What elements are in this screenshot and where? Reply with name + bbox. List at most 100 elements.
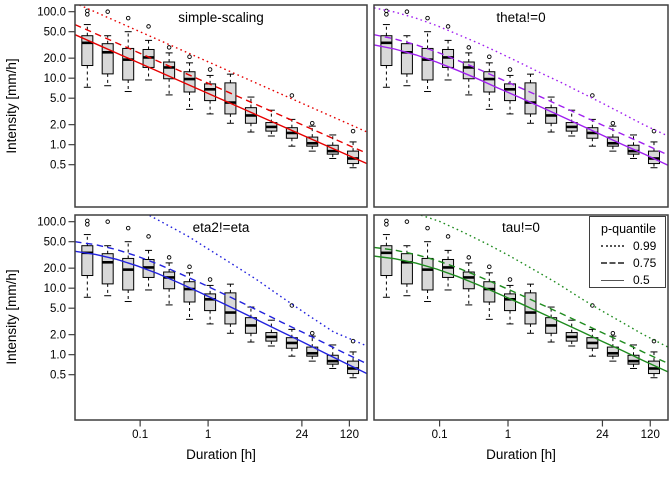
y-tick-label: 20.0	[44, 263, 66, 275]
panel-frame	[74, 214, 368, 421]
quantile-curve-0.5	[75, 34, 367, 165]
y-tick-label: 50.0	[44, 27, 66, 39]
quantile-curves	[374, 215, 668, 373]
boxplot	[306, 120, 319, 152]
dashed-line-sample-icon	[601, 262, 624, 264]
y-tick-label: 5.0	[50, 93, 66, 105]
outlier-point	[207, 277, 213, 282]
boxplot	[347, 338, 360, 379]
boxplot	[183, 264, 196, 320]
boxplot	[586, 303, 599, 357]
boxplot	[224, 73, 237, 124]
quantile-curve-0.99	[147, 215, 367, 347]
x-tick-label: 24	[596, 429, 609, 441]
outlier-point	[105, 219, 110, 224]
plot-area-eta2!=eta	[75, 215, 367, 379]
boxplot	[285, 303, 298, 357]
boxplot	[265, 109, 278, 137]
legend-label: 0.75	[633, 256, 657, 270]
plot-area-theta!=0	[374, 7, 668, 169]
boxplot	[380, 218, 393, 298]
boxplot	[265, 319, 278, 347]
x-tick-label: 120	[641, 429, 660, 441]
outlier-point	[146, 234, 151, 239]
quantile-curves	[75, 215, 367, 375]
y-tick-label: 2.0	[50, 120, 66, 132]
outlier-point	[445, 24, 451, 29]
legend: p-quantile 0.99 0.75 0.5	[589, 216, 666, 288]
x-tick-label: 1	[505, 429, 511, 441]
panel-title-simple-scaling: simple-scaling	[178, 10, 264, 25]
boxplot	[163, 45, 176, 96]
x-axis-title-left: Duration [h]	[186, 447, 256, 462]
boxplot	[142, 24, 155, 81]
quantile-curves	[374, 7, 668, 166]
x-axis-ticks: 0.1 1 24 120	[132, 420, 359, 441]
boxplot	[204, 67, 217, 115]
outlier-point	[125, 225, 131, 231]
y-tick-label: 2.0	[50, 330, 66, 342]
boxplot	[606, 120, 619, 152]
boxplot	[442, 24, 455, 81]
dotted-line-sample-icon	[601, 245, 624, 247]
legend-label: 0.5	[633, 273, 650, 287]
y-tick-label: 10.0	[44, 283, 66, 295]
outlier-point	[466, 255, 472, 260]
y-tick-label: 0.5	[50, 370, 66, 382]
boxplot	[462, 45, 475, 96]
boxplot	[244, 306, 257, 343]
y-tick-label: 1.0	[50, 350, 66, 362]
boxplot	[545, 96, 558, 133]
quantile-curve-0.99	[77, 5, 367, 133]
legend-entry-05: 0.5	[601, 273, 665, 287]
y-tick-label: 1.0	[50, 140, 66, 152]
outlier-point	[590, 93, 595, 98]
panel-frame	[373, 214, 669, 421]
boxplot	[204, 277, 217, 325]
boxplot	[122, 15, 135, 93]
plot-area-simple-scaling	[75, 5, 367, 169]
panel-frame	[373, 4, 669, 208]
outlier-point	[166, 45, 172, 50]
solid-line-sample-icon	[601, 279, 624, 281]
outlier-point	[187, 54, 192, 59]
outlier-point	[507, 67, 513, 72]
outlier-point	[207, 67, 213, 72]
boxplots	[380, 8, 660, 169]
legend-label: 0.99	[633, 239, 657, 253]
x-tick-label: 0.1	[432, 429, 448, 441]
panel-title-eta2: eta2!=eta	[192, 220, 250, 235]
y-tick-label: 0.5	[50, 160, 66, 172]
boxplot	[101, 9, 114, 87]
outlier-point	[85, 222, 90, 227]
outlier-point	[610, 330, 616, 336]
boxplot	[142, 234, 155, 291]
outlier-point	[466, 45, 472, 50]
x-axis-ticks: 0.1 1 24 120	[432, 420, 660, 441]
quantile-curve-0.75	[374, 34, 668, 156]
x-axis-title-right: Duration [h]	[486, 447, 556, 462]
y-axis-ticks: 100.0 50.0 20.0 10.0 5.0 2.0 1.0 0.5	[37, 217, 75, 382]
quantile-curve-0.75	[75, 241, 367, 365]
plot-area-tau!=0	[374, 215, 668, 379]
x-tick-label: 24	[295, 429, 308, 441]
outlier-point	[487, 54, 492, 59]
outlier-point	[309, 330, 315, 336]
boxplots	[81, 218, 360, 379]
outlier-point	[384, 12, 389, 17]
outlier-point	[384, 222, 389, 227]
boxplot	[421, 225, 434, 303]
boxplot	[400, 9, 413, 87]
x-tick-label: 0.1	[132, 429, 148, 441]
quantile-curve-0.75	[75, 23, 367, 155]
x-tick-label: 120	[340, 429, 359, 441]
y-axis-title-top: Intensity [mm/h]	[4, 58, 19, 154]
outlier-point	[309, 120, 315, 126]
outlier-point	[487, 264, 492, 269]
outlier-point	[187, 264, 192, 269]
boxplot	[347, 128, 360, 169]
outlier-point	[610, 120, 616, 126]
x-tick-label: 1	[205, 429, 211, 441]
